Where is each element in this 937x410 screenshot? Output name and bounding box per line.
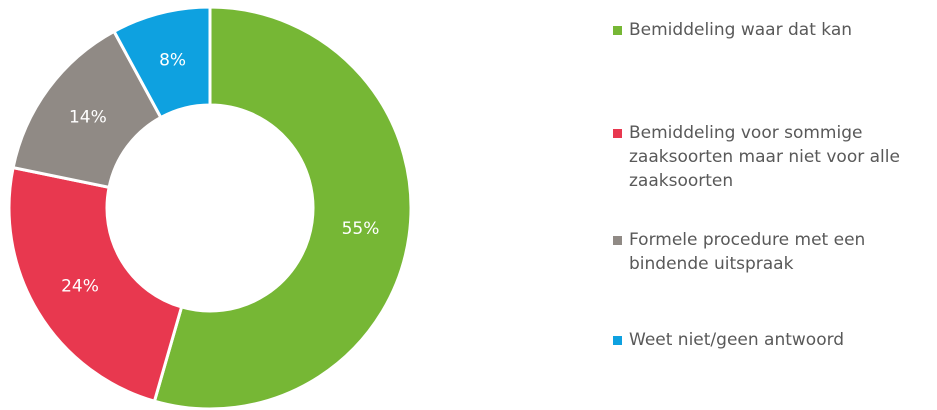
legend-item: Weet niet/geen antwoord	[613, 328, 935, 352]
slice-label: 8%	[159, 51, 186, 71]
legend-label: Bemiddeling voor sommige zaaksoorten maa…	[629, 123, 900, 191]
slice-label: 24%	[61, 277, 99, 297]
legend-item: Bemiddeling waar dat kan	[613, 18, 935, 42]
legend-label: Weet niet/geen antwoord	[629, 330, 845, 350]
slice	[152, 5, 413, 410]
legend-swatch	[613, 129, 622, 138]
legend-label: Formele procedure met een bindende uitsp…	[629, 230, 866, 274]
slice-label: 14%	[69, 108, 107, 128]
legend-swatch	[613, 26, 622, 35]
legend-item: Bemiddeling voor sommige zaaksoorten maa…	[613, 121, 935, 193]
legend-swatch	[613, 336, 622, 345]
legend-label: Bemiddeling waar dat kan	[629, 20, 853, 40]
slice-label: 55%	[342, 219, 380, 239]
donut-chart: 55% 24% 14% 8%	[7, 5, 413, 410]
legend-swatch	[613, 236, 622, 245]
slice	[7, 165, 184, 404]
legend-item: Formele procedure met een bindende uitsp…	[613, 228, 935, 276]
slice	[112, 5, 212, 120]
